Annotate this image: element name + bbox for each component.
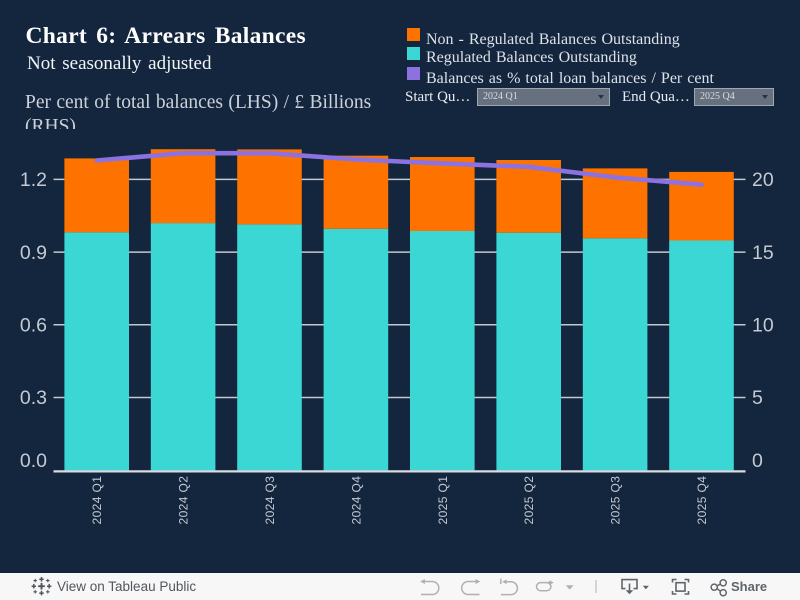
svg-text:0.6: 0.6 bbox=[20, 315, 47, 337]
svg-text:20: 20 bbox=[752, 169, 774, 191]
svg-text:2025 Q3: 2025 Q3 bbox=[609, 476, 623, 525]
svg-text:0.9: 0.9 bbox=[20, 242, 47, 264]
svg-text:5: 5 bbox=[752, 387, 763, 409]
svg-text:0.3: 0.3 bbox=[20, 387, 47, 409]
svg-text:0.0: 0.0 bbox=[20, 450, 47, 472]
svg-text:2024 Q2: 2024 Q2 bbox=[177, 476, 191, 525]
svg-text:2024 Q4: 2024 Q4 bbox=[349, 476, 363, 525]
svg-text:15: 15 bbox=[752, 242, 774, 264]
svg-text:2024 Q3: 2024 Q3 bbox=[263, 476, 277, 525]
svg-text:0: 0 bbox=[752, 450, 763, 472]
svg-text:2025 Q4: 2025 Q4 bbox=[695, 476, 709, 525]
svg-text:2025 Q2: 2025 Q2 bbox=[522, 476, 536, 525]
svg-text:1.2: 1.2 bbox=[20, 169, 47, 191]
svg-text:10: 10 bbox=[752, 315, 774, 337]
svg-text:2025 Q1: 2025 Q1 bbox=[436, 476, 450, 525]
svg-text:2024 Q1: 2024 Q1 bbox=[90, 476, 104, 525]
